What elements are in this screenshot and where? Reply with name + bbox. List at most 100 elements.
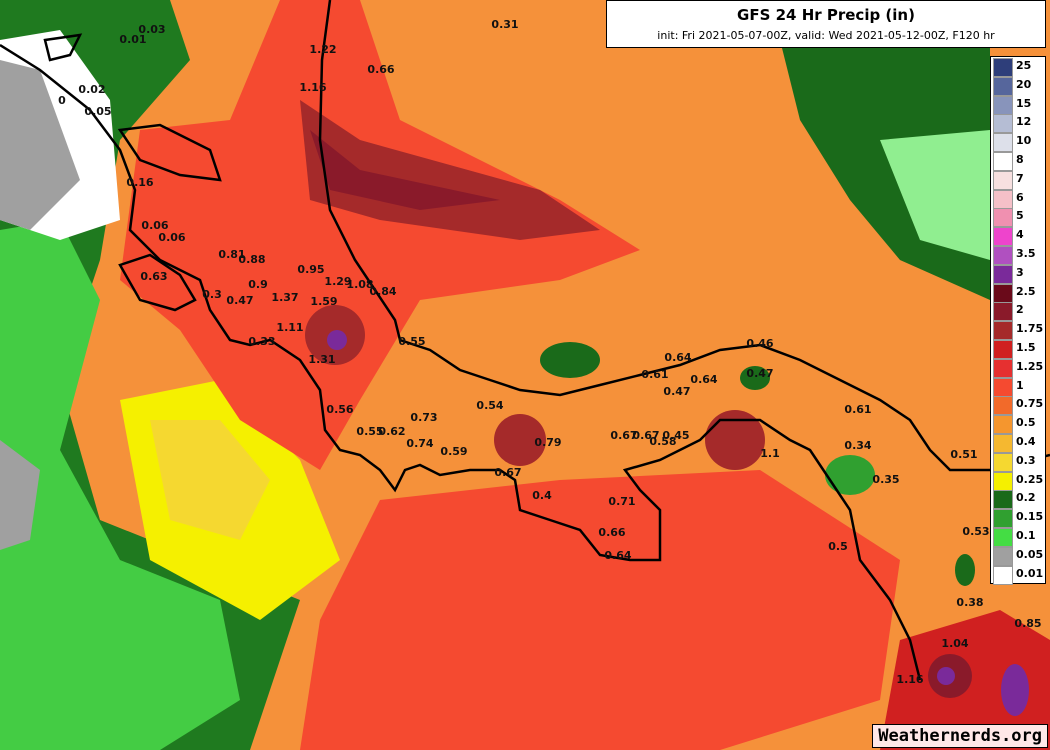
legend-label: 0.75 [1016, 397, 1044, 411]
precip-value: 0.88 [238, 253, 265, 266]
precip-value: 1.1 [760, 447, 780, 460]
legend-row: 1 [991, 377, 1045, 397]
legend-swatch [993, 433, 1013, 453]
legend-swatch [993, 339, 1013, 359]
legend-label: 0.25 [1016, 472, 1044, 486]
precip-value: 0.46 [746, 337, 773, 350]
legend-row: 2 [991, 301, 1045, 322]
precip-value: 1.11 [276, 321, 303, 334]
legend-row: 0.3 [991, 452, 1045, 472]
precip-value: 0.64 [604, 549, 631, 562]
precip-value: 0.55 [398, 335, 425, 348]
legend-swatch [993, 358, 1013, 378]
precip-value: 1.31 [308, 353, 335, 366]
legend-swatch [993, 151, 1013, 171]
precip-value: 0.06 [141, 219, 168, 232]
precip-value: 0.95 [297, 263, 324, 276]
legend-row: 0.01 [991, 565, 1045, 585]
legend-label: 0.4 [1016, 434, 1036, 448]
precip-value: 0.84 [369, 285, 396, 298]
legend-swatch [993, 546, 1013, 566]
precip-value: 1.29 [324, 275, 351, 288]
precip-value: 0.58 [649, 435, 676, 448]
legend-label: 0.05 [1016, 547, 1044, 561]
legend-label: 0.3 [1016, 453, 1036, 467]
precip-value: 0.9 [248, 278, 268, 291]
precip-value: 1.22 [309, 43, 336, 56]
precip-value: 0.02 [78, 83, 105, 96]
legend-row: 3.5 [991, 245, 1045, 265]
legend-label: 6 [1016, 190, 1024, 204]
legend-swatch [993, 208, 1013, 228]
coastlines [0, 0, 1050, 681]
legend-row: 0.15 [991, 508, 1045, 529]
legend-row: 0.4 [991, 433, 1045, 453]
legend-swatch [993, 189, 1013, 209]
precip-value: 0.67 [632, 429, 659, 442]
legend-row: 3 [991, 264, 1045, 284]
legend-swatch [993, 264, 1013, 284]
legend-label: 0.01 [1016, 566, 1044, 580]
legend-label: 12 [1016, 115, 1032, 129]
precip-value: 0.47 [746, 367, 773, 380]
legend-swatch [993, 527, 1013, 547]
precip-value: 0.5 [828, 540, 848, 553]
legend-label: 25 [1016, 59, 1032, 72]
precip-value: 0.01 [119, 33, 146, 46]
precip-value: 0.54 [476, 399, 503, 412]
legend-label: 0.2 [1016, 491, 1036, 505]
precip-value: 0.33 [248, 335, 275, 348]
legend-label: 0.15 [1016, 510, 1044, 524]
precip-value: 0.4 [532, 489, 552, 502]
precip-value: 0.3 [202, 288, 222, 301]
legend-row: 0.1 [991, 527, 1045, 547]
legend-swatch [993, 396, 1013, 416]
legend-label: 5 [1016, 209, 1024, 223]
legend-label: 3.5 [1016, 246, 1036, 260]
legend-swatch [993, 321, 1013, 341]
legend-row: 0.75 [991, 395, 1045, 416]
legend-row: 4 [991, 226, 1045, 247]
precip-value: 0.61 [844, 403, 871, 416]
legend-swatch [993, 377, 1013, 397]
legend-label: 0.5 [1016, 416, 1036, 430]
precip-value: 0.38 [956, 596, 983, 609]
precip-value: 0.47 [663, 385, 690, 398]
precip-value: 0.62 [378, 425, 405, 438]
precip-value: 1.08 [346, 278, 373, 291]
precip-value: 0.45 [662, 429, 689, 442]
precip-value: 0 [58, 94, 66, 107]
legend-swatch [993, 452, 1013, 472]
legend-row: 5 [991, 207, 1045, 228]
precip-value: 0.64 [664, 351, 691, 364]
legend-swatch [993, 245, 1013, 265]
precip-value: 0.53 [962, 525, 989, 538]
legend-label: 0.1 [1016, 528, 1036, 542]
precip-value: 0.31 [491, 18, 518, 31]
legend-label: 8 [1016, 152, 1024, 166]
legend-label: 4 [1016, 228, 1024, 242]
legend-swatch [993, 133, 1013, 153]
legend-swatch [993, 76, 1013, 96]
precip-value: 0.16 [126, 176, 153, 189]
precip-value: 0.34 [844, 439, 871, 452]
legend-swatch [993, 302, 1013, 322]
precip-value: 1.37 [271, 291, 298, 304]
legend-row: 1.25 [991, 358, 1045, 378]
precip-value: 0.66 [598, 526, 625, 539]
legend-swatch [993, 95, 1013, 115]
precip-value: 0.85 [1014, 617, 1041, 630]
precip-value: 0.63 [140, 270, 167, 283]
precip-value: 0.74 [406, 437, 433, 450]
legend-row: 15 [991, 95, 1045, 115]
precip-value: 1.16 [299, 81, 326, 94]
precip-value: 0.64 [690, 373, 717, 386]
legend-row: 6 [991, 189, 1045, 209]
legend-row: 7 [991, 170, 1045, 190]
precip-value: 0.81 [218, 248, 245, 261]
precip-value: 0.35 [872, 473, 899, 486]
precip-value: 0.05 [84, 105, 111, 118]
legend-label: 1.25 [1016, 359, 1044, 373]
